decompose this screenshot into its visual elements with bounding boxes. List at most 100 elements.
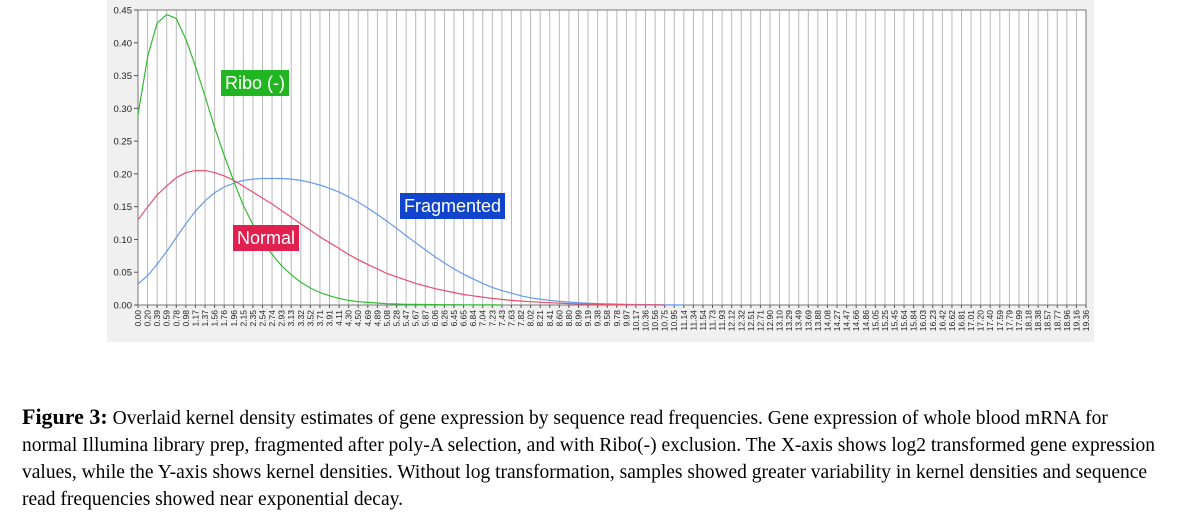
figure-label: Figure 3: [22,404,108,429]
x-tick-label: 19.36 [1081,310,1091,332]
y-tick-label: 0.00 [114,301,133,312]
x-tick-label: 4.50 [353,310,363,327]
x-tick-label: 0.20 [143,310,153,327]
x-tick-label: 9.58 [602,310,612,327]
x-tick-label: 10.95 [669,310,679,332]
x-tick-label: 2.35 [248,310,258,327]
x-tick-label: 11.34 [688,310,698,331]
x-tick-label: 1.56 [210,310,220,327]
x-tick-label: 2.54 [257,310,267,327]
x-tick-label: 10.36 [641,310,651,332]
x-tick-label: 17.79 [1004,310,1014,332]
x-tick-label: 1.17 [190,310,200,327]
x-tick-label: 9.78 [612,310,622,327]
x-tick-label: 8.41 [545,310,555,327]
plot-area [138,10,1086,305]
x-tick-label: 5.67 [411,310,421,327]
y-tick-label: 0.30 [114,104,133,115]
x-tick-label: 10.75 [660,310,670,332]
y-tick-label: 0.20 [114,169,133,180]
x-tick-label: 0.39 [152,310,162,327]
x-tick-label: 0.78 [171,310,181,327]
x-tick-label: 12.12 [727,310,737,332]
x-tick-label: 13.29 [784,310,794,332]
y-tick-label: 0.35 [114,71,133,82]
x-tick-label: 9.97 [621,310,631,327]
x-tick-label: 19.16 [1071,310,1081,332]
series-label-fragmented: Fragmented [400,193,506,219]
x-tick-label: 7.82 [516,310,526,327]
x-tick-label: 3.32 [296,310,306,327]
x-tick-label: 14.27 [832,310,842,332]
x-tick-label: 2.15 [238,310,248,327]
y-tick-label: 0.05 [114,268,133,279]
x-tick-label: 12.90 [765,310,775,332]
x-tick-label: 15.84 [909,310,919,332]
x-tick-label: 1.76 [219,310,229,327]
x-tick-label: 18.96 [1062,310,1072,332]
x-tick-label: 15.45 [889,310,899,332]
x-tick-label: 4.89 [372,310,382,327]
x-tick-label: 14.86 [861,310,871,332]
x-tick-label: 0.98 [181,310,191,327]
x-tick-label: 16.81 [957,310,967,332]
series-label-ribo: Ribo (-) [221,70,290,96]
x-tick-label: 14.08 [822,310,832,332]
x-tick-label: 16.62 [947,310,957,332]
x-tick-label: 4.11 [334,310,344,326]
x-tick-label: 13.88 [813,310,823,332]
x-tick-label: 16.03 [918,310,928,332]
caption-text: Overlaid kernel density estimates of gen… [22,408,1156,510]
x-tick-label: 10.17 [631,310,641,332]
density-chart: 0.00 0.05 0.10 0.15 0.20 0.25 0.30 0.35 0.40 0.45… [114,6,1092,332]
x-tick-label: 4.69 [363,310,373,327]
x-tick-label: 8.21 [535,310,545,327]
x-tick-label: 17.40 [985,310,995,332]
x-tick-label: 0.59 [162,310,172,327]
x-tick-label: 17.20 [976,310,986,332]
figure-caption: Figure 3: Overlaid kernel density estima… [22,403,1162,513]
x-tick-label: 3.13 [286,310,296,327]
y-tick-label: 0.40 [114,38,133,49]
x-tick-label: 1.37 [200,310,210,327]
x-tick-label: 11.93 [717,310,727,331]
x-tick-label: 4.30 [344,310,354,327]
x-tick-label: 6.65 [459,310,469,327]
x-tick-label: 0.00 [133,310,143,327]
x-tick-label: 13.49 [794,310,804,332]
x-tick-label: 9.38 [593,310,603,327]
y-tick-label: 0.25 [114,137,133,148]
x-tick-label: 15.25 [880,310,890,332]
x-tick-label: 3.91 [325,310,335,327]
x-tick-label: 6.45 [449,310,459,327]
x-tick-label: 9.19 [583,310,593,327]
y-tick-label: 0.15 [114,202,133,213]
x-tick-label: 18.38 [1033,310,1043,332]
x-tick-label: 13.69 [803,310,813,332]
x-tick-label: 17.59 [995,310,1005,332]
y-tick-label: 0.10 [114,235,133,246]
x-tick-label: 6.26 [439,310,449,327]
x-tick-label: 18.18 [1024,310,1034,332]
x-tick-label: 5.28 [392,310,402,327]
x-tick-label: 6.06 [430,310,440,327]
x-tick-label: 7.63 [506,310,516,327]
x-tick-label: 15.05 [870,310,880,332]
x-tick-label: 14.66 [851,310,861,332]
x-tick-label: 18.77 [1052,310,1062,332]
x-tick-label: 3.52 [305,310,315,327]
x-tick-label: 12.51 [746,310,756,332]
x-tick-label: 6.84 [468,310,478,327]
series-line-fragmented [137,177,684,306]
x-tick-label: 11.14 [679,310,689,331]
x-tick-label: 2.74 [267,310,277,327]
x-tick-label: 14.47 [842,310,852,332]
x-tick-label: 5.47 [401,310,411,327]
x-tick-label: 2.93 [277,310,287,327]
series-label-normal: Normal [233,225,300,251]
x-tick-label: 12.71 [755,310,765,332]
x-tick-label: 16.42 [937,310,947,332]
x-tick-label: 8.80 [564,310,574,327]
x-tick-label: 11.54 [698,310,708,331]
x-tick-label: 11.73 [708,310,718,331]
